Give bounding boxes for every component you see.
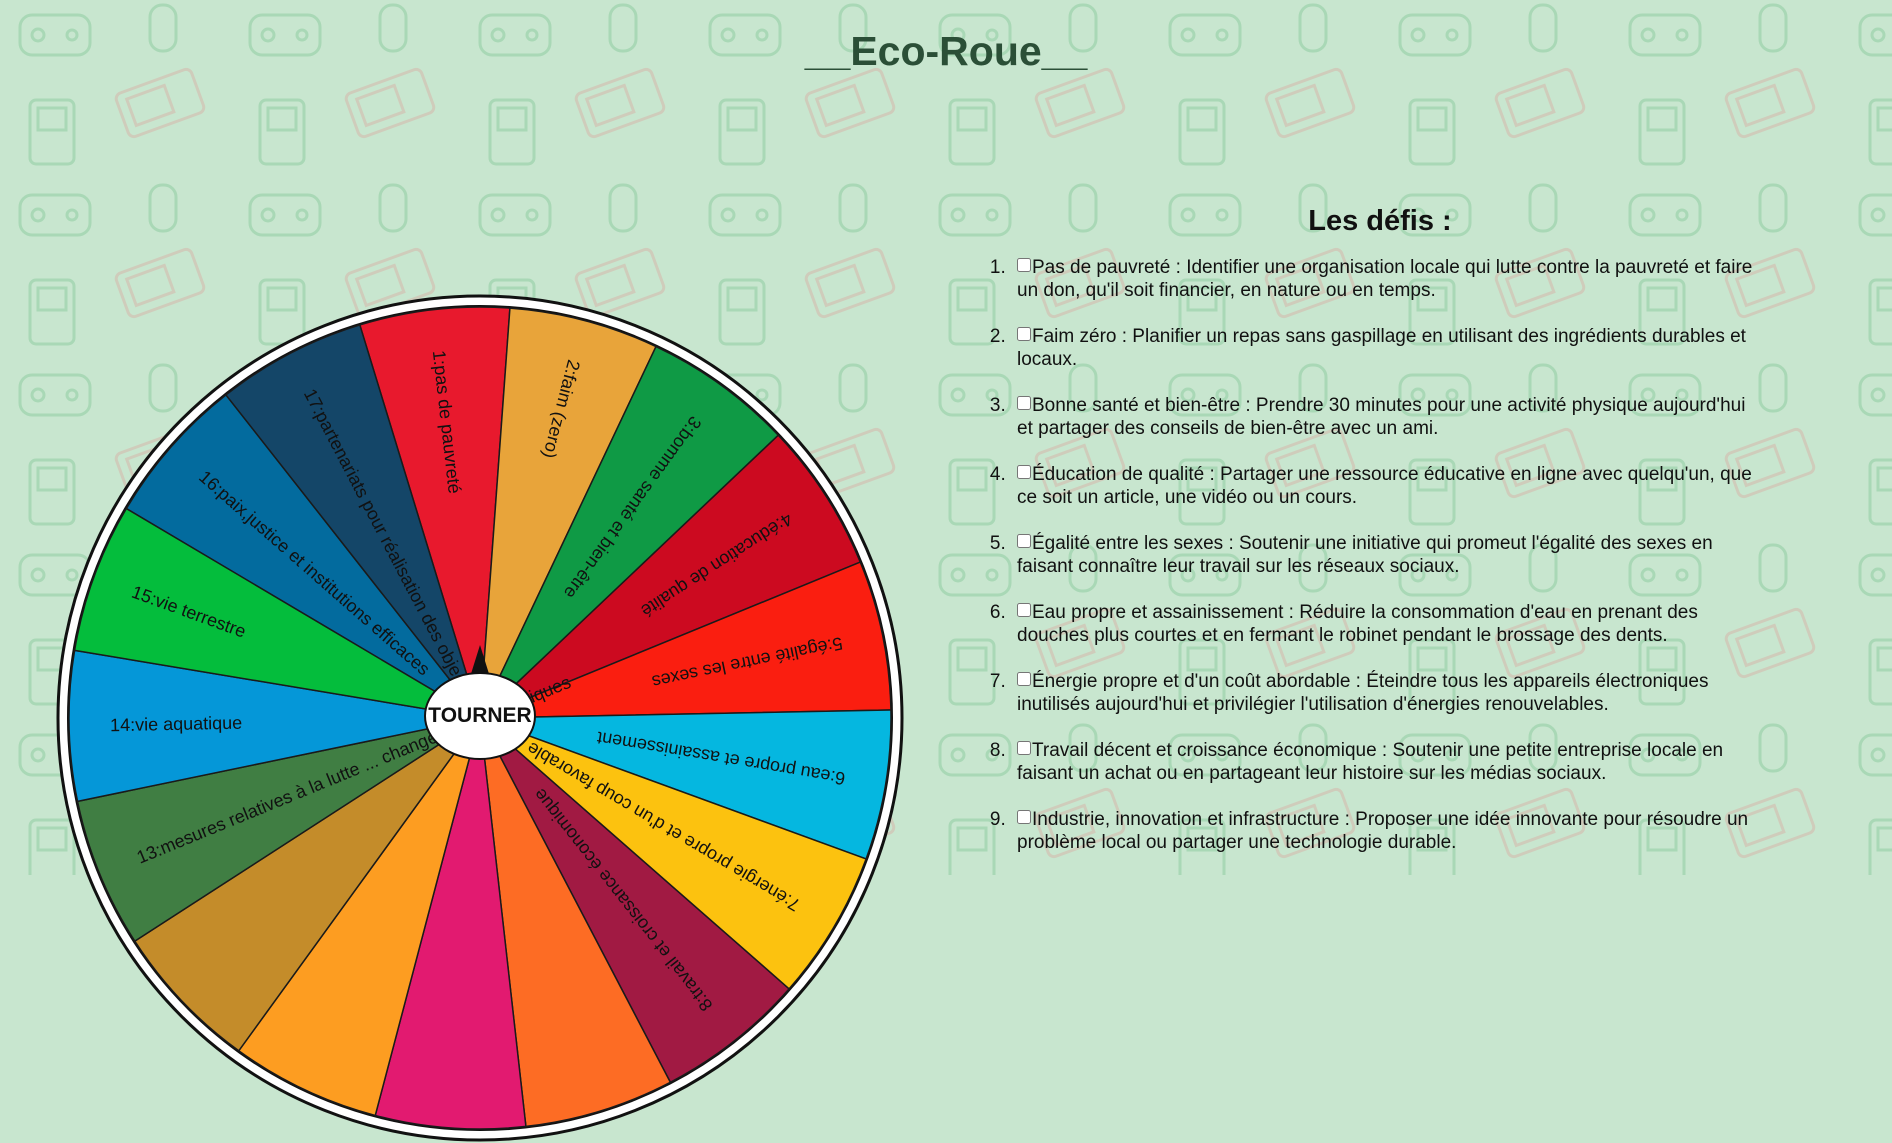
challenge-item: Faim zéro : Planifier un repas sans gasp… [1011,325,1765,371]
wheel-segment [358,306,511,719]
wheel-segment [479,434,862,719]
challenge-checkbox[interactable] [1017,534,1031,548]
challenge-checkbox[interactable] [1017,603,1031,617]
wheel-segment-label: 14:vie aquatique [110,713,242,736]
wheel-segment [73,507,481,719]
wheel-pointer-icon [470,645,490,677]
challenge-checkbox[interactable] [1017,327,1031,341]
challenge-text: Pas de pauvreté : Identifier une organis… [1017,257,1753,301]
challenges-heading: Les défis : [1308,205,1452,237]
wheel-segment [479,561,892,719]
challenge-item: Eau propre et assainissement : Réduire l… [1011,601,1765,647]
challenge-checkbox[interactable] [1017,258,1031,272]
challenge-text: Industrie, innovation et infrastructure … [1017,809,1749,853]
challenges-panel: Les défis : Pas de pauvreté : Identifier… [985,205,1765,877]
challenge-checkbox[interactable] [1017,810,1031,824]
challenge-item: Bonne santé et bien-être : Prendre 30 mi… [1011,394,1765,440]
challenge-item: Travail décent et croissance économique … [1011,739,1765,785]
challenge-text: Bonne santé et bien-être : Prendre 30 mi… [1017,395,1746,439]
challenge-text: Eau propre et assainissement : Réduire l… [1017,602,1698,646]
challenge-text: Travail décent et croissance économique … [1017,740,1724,784]
challenge-text: Énergie propre et d'un coût abordable : … [1017,671,1709,715]
challenge-text: Faim zéro : Planifier un repas sans gasp… [1017,326,1746,370]
wheel-segment [125,393,481,719]
challenge-checkbox[interactable] [1017,396,1031,410]
wheel-segment [68,649,481,803]
wheel-segment [479,345,780,719]
wheel-segment [224,324,481,719]
challenge-item: Éducation de qualité : Partager une ress… [1011,463,1765,509]
challenge-checkbox[interactable] [1017,741,1031,755]
spin-button[interactable]: TOURNER [424,672,536,760]
challenge-text: Éducation de qualité : Partager une ress… [1017,464,1752,508]
challenge-checkbox[interactable] [1017,672,1031,686]
wheel[interactable]: 1:pas de pauvreté 2:faim (zero) 3:bomme sa… [55,293,905,1143]
wheel-segment [479,307,657,719]
challenge-item: Égalité entre les sexes : Soutenir une i… [1011,532,1765,578]
challenge-item: Industrie, innovation et infrastructure … [1011,808,1765,854]
challenge-item: Pas de pauvreté : Identifier une organis… [1011,256,1765,302]
challenge-checkbox[interactable] [1017,465,1031,479]
page-title: __Eco-Roue__ [804,28,1088,74]
wheel-segment [479,709,892,860]
challenge-text: Égalité entre les sexes : Soutenir une i… [1017,533,1713,577]
challenges-list: Pas de pauvreté : Identifier une organis… [985,256,1765,854]
challenge-item: Énergie propre et d'un coût abordable : … [1011,670,1765,716]
